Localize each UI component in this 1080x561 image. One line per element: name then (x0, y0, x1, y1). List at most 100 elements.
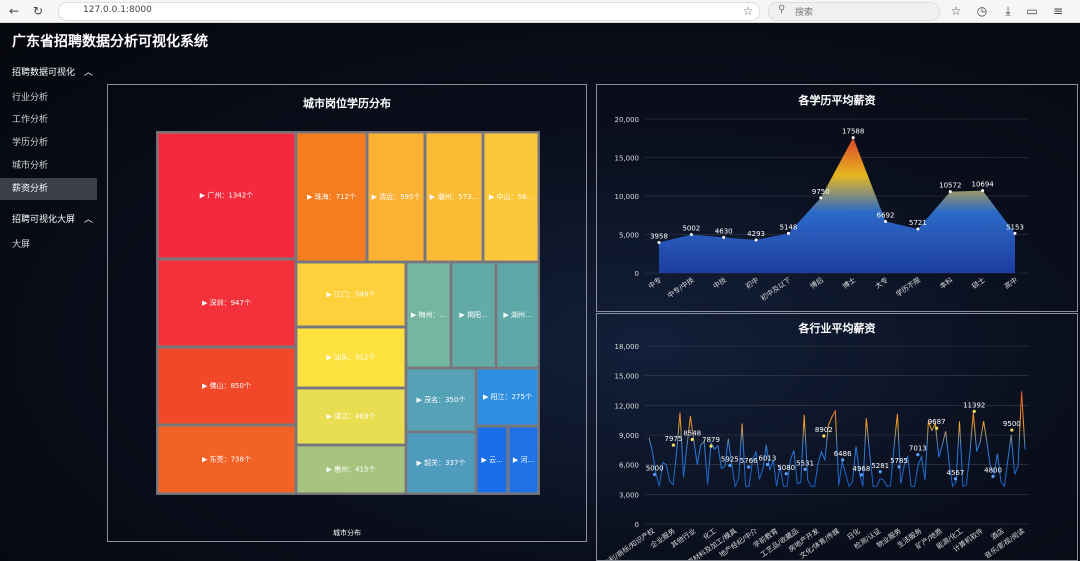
education-area (659, 137, 1015, 273)
data-label: 4293 (747, 230, 765, 238)
data-point[interactable] (747, 465, 751, 469)
data-point[interactable] (689, 232, 693, 236)
data-point[interactable] (671, 443, 676, 447)
sidebar: 招聘数据可视化 ︿ 行业分析 工作分析 学历分析 城市分析 薪资分析 招聘可视化… (0, 23, 98, 561)
treemap-cell-label: ▶ 湖州... (503, 310, 531, 319)
data-point[interactable] (1010, 428, 1014, 432)
data-point[interactable] (728, 463, 732, 468)
data-label: 5766 (740, 457, 758, 465)
sidebar-item-salary[interactable]: 薪资分析 (0, 178, 97, 200)
data-point[interactable] (948, 190, 952, 194)
treemap-cell[interactable] (296, 262, 406, 327)
menu-icon[interactable]: ≡ (1052, 4, 1064, 18)
data-point[interactable] (916, 227, 920, 231)
data-point[interactable] (841, 458, 845, 462)
data-point[interactable] (754, 238, 758, 242)
treemap-cell-label: ▶ 茂名：350个 (417, 395, 466, 404)
sidebar-group-bigscreen[interactable]: 招聘可视化大屏 ︿ (12, 212, 93, 225)
treemap-cell[interactable] (496, 262, 539, 368)
data-point[interactable] (859, 473, 864, 477)
app-title: 广东省招聘数据分析可视化系统 (12, 34, 208, 50)
data-label: 8548 (683, 429, 701, 437)
treemap-cell[interactable] (406, 368, 476, 432)
search-icon: ⚲ (778, 4, 786, 15)
data-point[interactable] (851, 136, 855, 140)
data-label: 5002 (682, 224, 700, 232)
treemap-cell[interactable] (483, 132, 539, 262)
x-tick-label: 中专 (647, 275, 664, 290)
x-tick-label: 专利/商标/知识产权 (601, 526, 656, 560)
sidebar-group-visualization[interactable]: 招聘数据可视化 ︿ (12, 65, 93, 78)
treemap-cell[interactable] (425, 132, 483, 262)
address-bar[interactable]: 127.0.0.1:8000 (58, 2, 760, 21)
data-point[interactable] (897, 465, 901, 469)
data-point[interactable] (765, 462, 770, 467)
sidebar-item-job[interactable]: 工作分析 (12, 115, 49, 125)
x-tick-label: 本科 (938, 275, 955, 290)
data-point[interactable] (972, 409, 976, 413)
data-label: 5785 (890, 457, 908, 465)
treemap-cell[interactable] (406, 262, 451, 368)
data-label: 4800 (984, 467, 1002, 475)
back-icon[interactable]: ← (8, 4, 20, 18)
data-label: 7879 (702, 436, 720, 444)
history-icon[interactable]: ◷ (976, 4, 988, 18)
data-point[interactable] (935, 426, 939, 430)
treemap-cell[interactable] (157, 132, 296, 259)
search-box[interactable]: ⚲ 搜索 (768, 2, 940, 21)
data-point[interactable] (653, 472, 657, 477)
data-point[interactable] (784, 472, 788, 476)
favorites-icon[interactable]: ☆ (950, 4, 962, 18)
data-point[interactable] (722, 235, 726, 239)
treemap-cell[interactable] (157, 259, 296, 347)
treemap-cell[interactable] (296, 132, 367, 262)
data-point[interactable] (1013, 231, 1017, 235)
data-label: 10572 (939, 182, 961, 190)
data-point[interactable] (884, 219, 888, 223)
industry-salary-chart: 0 3,000 6,000 9,000 12,000 15,000 18,000 5000 79… (601, 343, 1029, 560)
data-point[interactable] (953, 477, 958, 481)
treemap-cell[interactable] (296, 388, 406, 445)
x-tick-label: 中技 (711, 275, 728, 290)
treemap-cell[interactable] (296, 327, 406, 388)
data-point[interactable] (803, 467, 807, 471)
treemap-cell[interactable] (157, 347, 296, 425)
data-point[interactable] (991, 474, 995, 479)
data-point[interactable] (690, 437, 694, 442)
treemap-cell[interactable] (367, 132, 425, 262)
download-icon[interactable]: ⤓ (1005, 4, 1011, 18)
sidebar-item-education[interactable]: 学历分析 (12, 138, 49, 148)
x-tick-label: 博士 (841, 275, 858, 290)
sidebar-item-bigscreen[interactable]: 大屏 (12, 240, 31, 250)
education-salary-chart: 0 5,000 10,000 15,000 20,000 3958 中专 5002 中专/中技 4… (615, 116, 1029, 303)
sidebar-item-city[interactable]: 城市分析 (12, 161, 49, 171)
data-point[interactable] (819, 196, 823, 200)
sidebar-item-industry[interactable]: 行业分析 (12, 93, 49, 103)
data-point[interactable] (822, 434, 826, 438)
treemap-cell[interactable] (157, 425, 296, 494)
y-tick-label: 5,000 (619, 232, 639, 240)
data-point[interactable] (878, 470, 882, 474)
treemap-cell-label: ▶ 广州：1342个 (200, 191, 253, 200)
treemap-cell-label: ▶ 河... (513, 456, 534, 464)
reload-icon[interactable]: ↻ (32, 4, 44, 18)
treemap-cell[interactable] (296, 445, 406, 494)
treemap-cell[interactable] (406, 432, 476, 494)
data-label: 5281 (871, 462, 889, 470)
data-point[interactable] (786, 231, 790, 235)
data-point[interactable] (657, 241, 661, 245)
industry-chart-title: 各行业平均薪资 (798, 322, 876, 335)
treemap-cell[interactable] (476, 368, 539, 426)
y-tick-label: 15,000 (615, 155, 640, 163)
screenshot-icon[interactable]: ▭ (1026, 4, 1038, 18)
data-point[interactable] (709, 444, 713, 448)
treemap-cell[interactable] (451, 262, 496, 368)
data-point[interactable] (916, 453, 920, 457)
treemap-cell[interactable] (508, 426, 539, 494)
y-tick-label: 10,000 (615, 193, 640, 201)
data-point[interactable] (981, 189, 985, 193)
treemap-cell-label: ▶ 珠海：712个 (307, 192, 356, 201)
app-root: 广东省招聘数据分析可视化系统 招聘数据可视化 ︿ 行业分析 工作分析 学历分析 … (0, 23, 1080, 561)
treemap-cell[interactable] (476, 426, 508, 494)
bookmark-star-icon[interactable]: ☆ (742, 4, 754, 18)
